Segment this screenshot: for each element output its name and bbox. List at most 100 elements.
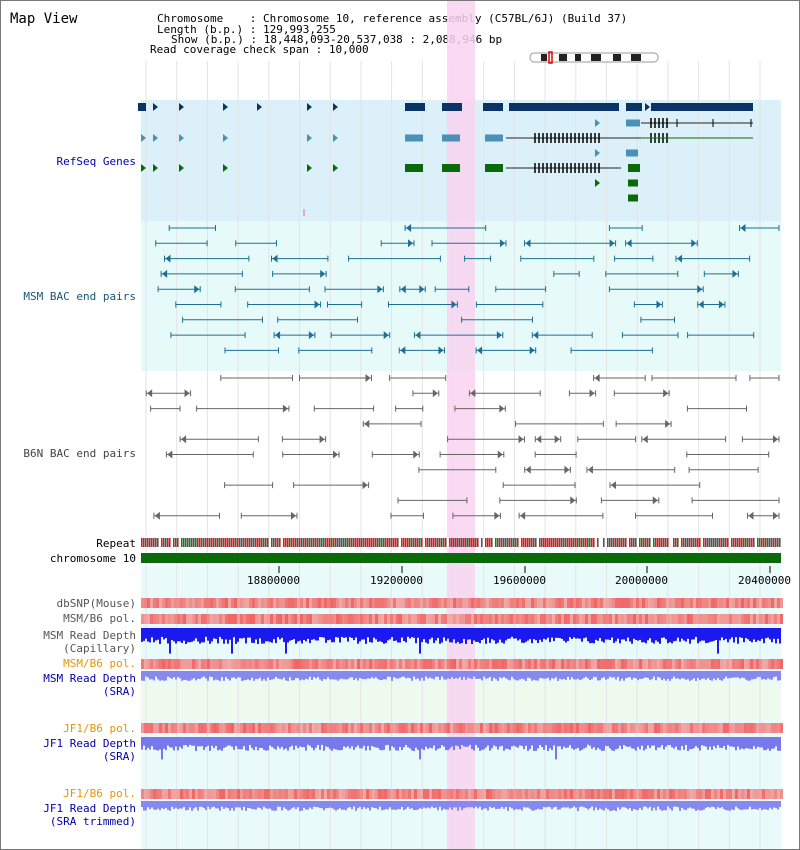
msm-pol-heat [177,614,180,624]
msm-depth-cap-bar [569,628,571,638]
jf1-pol-heat [318,723,321,733]
msm-depth-cap-bar [197,628,199,642]
msm-pol-heat [150,614,153,624]
jf1-depth-trim-bar [531,801,533,811]
jf1-pol2-heat [639,789,642,799]
msm-depth-sra-bar [529,671,531,679]
jf1-depth-trim-bar [395,801,397,811]
jf1-pol2-heat [768,789,771,799]
jf1-depth-sra-bar [615,737,617,750]
msm-depth-sra-bar [159,671,161,681]
jf1-depth-sra-bar [151,737,153,747]
track-label-jf1-pol-2[interactable]: JF1/B6 pol. [63,787,136,800]
track-label-jf1-depth-trim[interactable]: JF1 Read Depth (SRA trimmed) [43,802,136,828]
msm-depth-cap-bar [251,628,253,643]
dbsnp-heat [300,598,303,608]
msm-depth-sra-bar [495,671,497,680]
track-label-dbsnp[interactable]: dbSNP(Mouse) [56,597,136,610]
msm-pol-heat [222,614,225,624]
repeat-mark [473,538,475,547]
dbsnp-heat [645,598,648,608]
jf1-pol-heat [657,723,660,733]
dbsnp-heat [675,598,678,608]
jf1-pol2-heat [366,789,369,799]
jf1-pol-heat [663,723,666,733]
jf1-depth-trim-bar [489,801,491,807]
msm-pol-heat [645,614,648,624]
jf1-depth-sra-bar [311,737,313,748]
jf1-depth-trim-bar [301,801,303,811]
msm-depth-cap-bar [203,628,205,643]
jf1-pol2-heat [309,789,312,799]
msm-pol-heat [777,614,780,624]
jf1-depth-sra-bar [695,737,697,746]
jf1-depth-trim-bar [225,801,227,808]
msm-depth-cap-bar [723,628,725,641]
track-label-msm-pol-2[interactable]: MSM/B6 pol. [63,657,136,670]
msm-pol2-heat [150,659,153,669]
jf1-depth-trim-bar [323,801,325,811]
jf1-pol2-heat [234,789,237,799]
track-label-b6n-bac[interactable]: B6N BAC end pairs [23,447,136,460]
jf1-depth-sra-bar [755,737,757,749]
msm-depth-sra-bar [617,671,619,677]
msm-pol2-heat [246,659,249,669]
msm-depth-sra-bar [395,671,397,679]
msm-depth-cap-bar [153,628,155,643]
msm-pol-heat [666,614,669,624]
jf1-pol-heat [306,723,309,733]
repeat-mark [321,538,323,547]
msm-depth-cap-bar [705,628,707,644]
repeat-mark [541,538,543,547]
track-label-jf1-pol-1[interactable]: JF1/B6 pol. [63,722,136,735]
jf1-pol2-heat [171,789,174,799]
track-label-chromosome[interactable]: chromosome 10 [49,552,136,565]
msm-depth-cap-bar [551,628,553,638]
repeat-mark [155,538,157,547]
jf1-depth-trim-bar [703,801,705,810]
jf1-depth-sra-bar [551,737,553,751]
jf1-pol-heat [624,723,627,733]
track-label-msm-depth-sra[interactable]: MSM Read Depth (SRA) [43,672,136,698]
jf1-depth-sra-bar [179,737,181,747]
msm-depth-sra-bar [601,671,603,679]
dbsnp-heat [204,598,207,608]
dbsnp-heat [483,598,486,608]
msm-pol2-heat [765,659,768,669]
repeat-mark [201,538,203,547]
msm-depth-cap-bar [599,628,601,638]
jf1-depth-trim-bar [665,801,667,811]
msm-pol2-heat [225,659,228,669]
msm-pol-heat [501,614,504,624]
track-label-msm-pol-1[interactable]: MSM/B6 pol. [63,612,136,625]
msm-depth-cap-bar [545,628,547,640]
track-label-refseq[interactable]: RefSeq Genes [56,155,136,168]
msm-depth-cap-bar [485,628,487,644]
track-label-repeat[interactable]: Repeat [96,537,136,550]
dbsnp-heat [441,598,444,608]
msm-depth-cap-bar [347,628,349,642]
track-label-jf1-depth-sra[interactable]: JF1 Read Depth (SRA) [43,737,136,763]
track-label-msm-depth-cap[interactable]: MSM Read Depth (Capillary) [43,629,136,655]
jf1-depth-trim-bar [641,801,643,810]
repeat-mark [687,538,689,547]
jf1-pol-heat [717,723,720,733]
jf1-depth-trim-bar [629,801,631,809]
refseq-gene-arrow [333,164,338,172]
jf1-depth-trim-bar [351,801,353,810]
jf1-depth-trim-bar [605,801,607,808]
repeat-mark [261,538,263,547]
msm-pol-heat [237,614,240,624]
exon-block [628,179,638,187]
jf1-pol2-heat [534,789,537,799]
msm-depth-sra-bar [185,671,187,680]
refseq-gene-long [509,103,619,111]
track-label-msm-bac[interactable]: MSM BAC end pairs [23,290,136,303]
jf1-depth-trim-bar [153,801,155,810]
msm-depth-cap-bar [215,628,217,639]
msm-pol2-heat [663,659,666,669]
dbsnp-heat [750,598,753,608]
jf1-depth-trim-bar [427,801,429,808]
jf1-pol2-heat [372,789,375,799]
